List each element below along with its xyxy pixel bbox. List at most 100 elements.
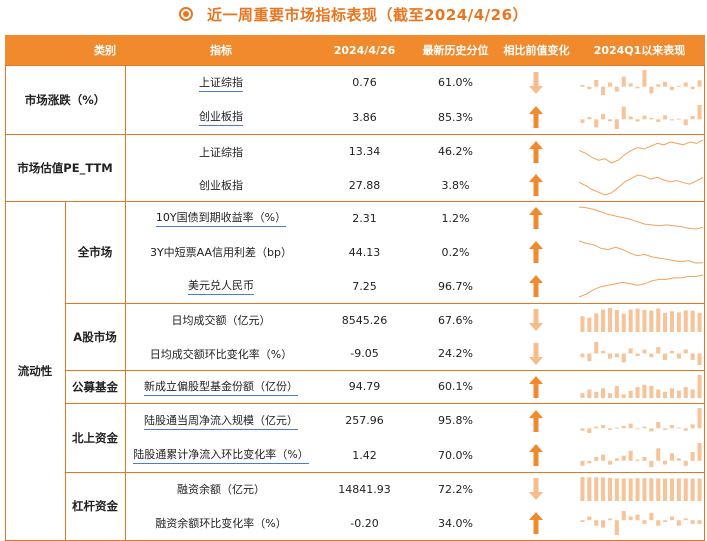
sparkline-bar [635, 308, 640, 332]
sparkline-bar [621, 313, 626, 332]
subgroup-label: 全市场 [77, 245, 113, 259]
sparkline-bar [697, 478, 702, 501]
arrow-up-icon [529, 174, 543, 196]
sparkline-bar [649, 353, 654, 358]
indicator-text: 日均成交额环比变化率（%） [149, 347, 293, 361]
sparkline-bar [690, 116, 695, 120]
sparkline-bar [663, 478, 668, 501]
sparkline-bar [635, 514, 640, 521]
sparkline-bar [580, 460, 585, 466]
sparkline-bar [683, 387, 688, 398]
header-indicator: 指标 [210, 44, 232, 57]
trend-sparkline [580, 477, 702, 501]
sparkline-bar [614, 310, 619, 332]
sparkline-bar [649, 460, 654, 468]
sparkline-bar [663, 353, 668, 360]
sparkline-bar [669, 516, 674, 521]
sparkline-bar [683, 460, 688, 466]
sparkline-bar [642, 70, 647, 87]
history-percentile: 67.6% [438, 313, 473, 327]
sparkline-bar [594, 457, 599, 461]
sparkline-bar [697, 80, 702, 87]
arrow-up-icon [529, 512, 543, 534]
indicator-text: 美元兑人民币 [188, 277, 254, 295]
indicator-label: 融资余额（亿元） [125, 472, 317, 506]
group-label: 流动性 [17, 363, 53, 378]
sparkline-bar [649, 512, 654, 521]
group-label: 市场估值PE_TTM [17, 160, 113, 175]
sparkline-bar [683, 518, 688, 521]
page-title-text: 近一周重要市场指标表现（截至2024/4/26） [206, 5, 529, 24]
latest-value: -9.05 [350, 347, 379, 360]
sparkline-bar [580, 85, 585, 87]
arrow-up-icon [529, 409, 543, 432]
sparkline-bar [594, 342, 599, 354]
indicator-label: 美元兑人民币 [125, 269, 317, 303]
sparkline-bar [587, 86, 592, 90]
indicator-text: 新成立偏股型基金份额（亿份） [144, 378, 298, 396]
sparkline-bar [628, 83, 633, 87]
sparkline-bar [607, 460, 612, 465]
sparkline-bar [621, 394, 626, 398]
sparkline-bar [607, 353, 612, 359]
arrow-up-icon [529, 444, 543, 466]
indicator-label: 陆股通当周净流入规模（亿元） [125, 403, 317, 438]
sparkline-bar [649, 478, 654, 501]
trend-sparkline [580, 342, 702, 365]
sparkline-bar [628, 390, 633, 398]
header-trend: 2024Q1以来表现 [574, 35, 705, 65]
sparkline-bar [601, 86, 606, 95]
sparkline-bar [594, 80, 599, 87]
latest-value: 44.13 [348, 245, 381, 259]
sparkline-bar [663, 312, 668, 332]
latest-value: -0.20 [350, 516, 379, 530]
arrow-up-icon [529, 140, 543, 163]
sparkline-bar [649, 310, 654, 332]
sparkline-bar [628, 450, 633, 461]
header-change: 相比前值变化 [499, 35, 574, 65]
sparkline-bar [656, 448, 661, 461]
divider [5, 134, 705, 135]
subgroup-label: 公募基金 [72, 379, 118, 394]
sparkline-bar [594, 426, 599, 429]
divider [65, 472, 705, 473]
trend-sparkline [578, 206, 704, 230]
trend-sparkline [578, 274, 704, 298]
trend-sparkline [580, 70, 702, 95]
sparkline-bar [594, 119, 599, 128]
sparkline-bar [594, 313, 599, 332]
sparkline-bar [697, 408, 702, 429]
sparkline-bar [587, 460, 592, 464]
sparkline-bar [697, 105, 702, 120]
sparkline-bar [614, 385, 619, 398]
sparkline-bar [690, 424, 695, 429]
sparkline-bar [594, 391, 599, 398]
indicator-label: 日均成交额环比变化率（%） [125, 337, 317, 370]
sparkline-bar [628, 516, 633, 521]
sparkline-bar [580, 393, 585, 398]
sparkline-bar [621, 76, 626, 87]
indicator-text: 上证综指 [199, 145, 243, 159]
arrow-down-icon [529, 309, 543, 331]
sparkline-bar [580, 353, 585, 358]
sparkline-bar [642, 309, 647, 332]
history-percentile: 85.3% [438, 110, 473, 124]
sparkline-bar [601, 454, 606, 461]
sparkline-bar [635, 478, 640, 501]
sparkline-bar [635, 459, 640, 461]
sparkline-bar [642, 115, 647, 120]
sparkline-bar [683, 428, 688, 431]
latest-value: 27.88 [348, 178, 381, 192]
arrow-down-icon [529, 342, 543, 365]
sparkline-bar [587, 428, 592, 433]
sparkline-bar [656, 520, 661, 526]
sparkline-bar [628, 116, 633, 120]
sparkline-bar [676, 312, 681, 332]
sparkline-bar [607, 119, 612, 122]
sparkline-bar [649, 428, 654, 432]
sparkline-bar [669, 311, 674, 332]
trend-sparkline [580, 105, 702, 129]
sparkline-bar [656, 389, 661, 398]
bullet-icon [178, 7, 193, 21]
sparkline-bar [628, 348, 633, 354]
